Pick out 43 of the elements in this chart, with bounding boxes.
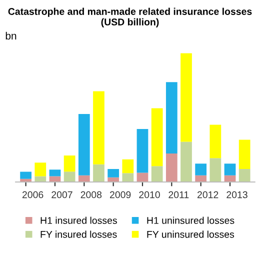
bar (238, 168, 250, 182)
bar (108, 168, 120, 178)
bar (166, 82, 178, 154)
x-tick-label: 2010 (139, 191, 160, 198)
bar (210, 158, 222, 182)
legend-label: FY uninsured losses (147, 230, 234, 238)
x-tick-label: 2011 (168, 191, 189, 198)
bar (64, 172, 76, 182)
bar (210, 124, 222, 158)
bar (78, 114, 90, 176)
bar (34, 176, 46, 182)
text: bn (6, 32, 16, 40)
bar (151, 108, 163, 166)
bar (180, 142, 192, 182)
chart-title: Catastrophe and man-made related insurance losses (USD billion) (8, 8, 252, 28)
bar (49, 170, 61, 176)
bar (122, 159, 134, 174)
bar (93, 91, 104, 164)
bar (49, 176, 61, 182)
bar (78, 175, 90, 182)
x-tick-label: 2013 (226, 191, 248, 198)
legend-label: H1 insured losses (40, 216, 117, 224)
bar (195, 164, 207, 176)
bar (224, 164, 236, 176)
bar (64, 155, 76, 172)
x-tick-label: 2006 (22, 191, 44, 198)
bar (93, 164, 104, 182)
bar (136, 172, 148, 182)
bar (180, 53, 192, 142)
bar (151, 166, 163, 182)
bar (20, 172, 32, 179)
bar (34, 162, 46, 176)
legend-label: FY insured losses (40, 230, 117, 238)
bar (136, 128, 148, 173)
x-tick-label: 2009 (110, 191, 131, 198)
bar (122, 173, 134, 182)
x-tick-label: 2012 (198, 191, 218, 198)
x-tick-label: 2007 (52, 191, 72, 198)
x-tick-label: 2008 (80, 191, 102, 198)
bar (195, 175, 207, 182)
legend-label: H1 uninsured losses (147, 216, 234, 224)
bar (238, 140, 250, 169)
bar (166, 154, 178, 182)
